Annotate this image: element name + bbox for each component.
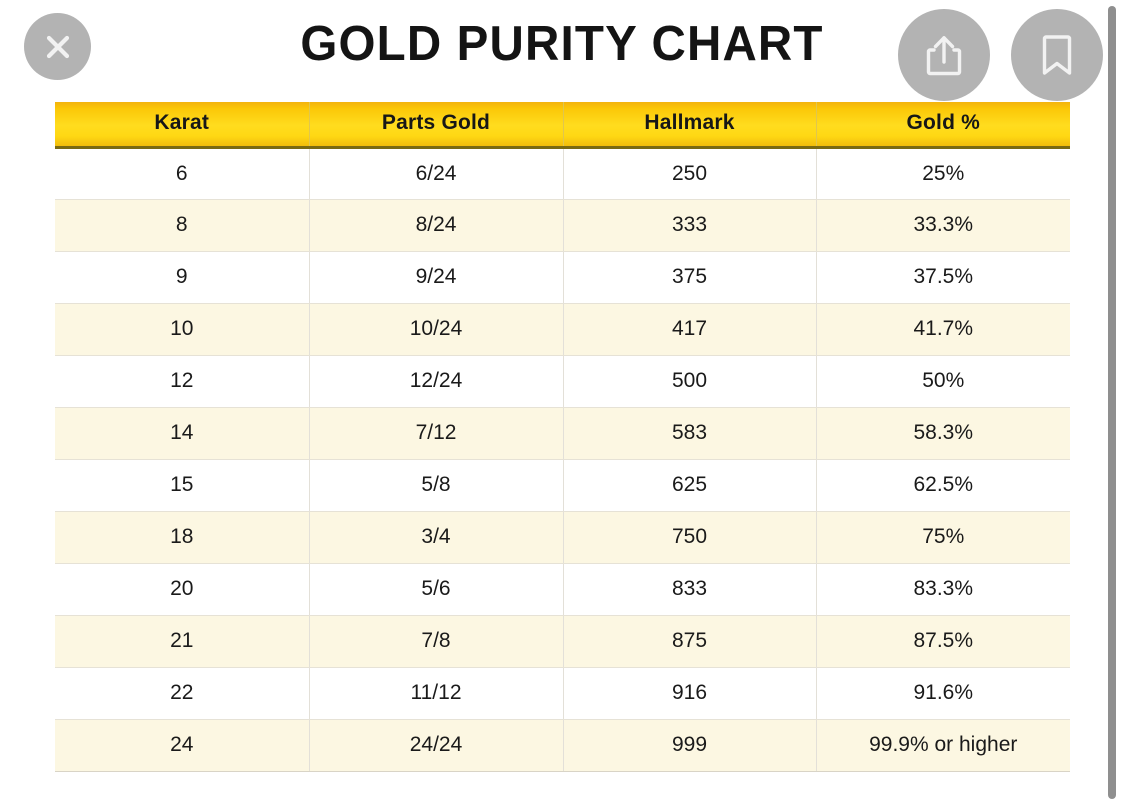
cell-hallmark: 625 [563,459,817,512]
cell-gold-pct: 58.3% [816,407,1070,460]
cell-hallmark: 875 [563,615,817,668]
column-header-gold-pct: Gold % [816,100,1070,149]
cell-karat: 20 [55,563,310,616]
table-row: 6 6/24 250 25% [55,147,1070,200]
table-row: 12 12/24 500 50% [55,355,1070,408]
table-header-row: Karat Parts Gold Hallmark Gold % [55,100,1070,149]
table-body: 6 6/24 250 25% 8 8/24 333 33.3% 9 9/24 3… [55,147,1070,772]
cell-hallmark: 250 [563,147,817,200]
header-bar: GOLD PURITY CHART [0,0,1124,102]
cell-gold-pct: 91.6% [816,667,1070,720]
cell-karat: 24 [55,719,310,772]
table-row: 24 24/24 999 99.9% or higher [55,719,1070,772]
cell-gold-pct: 62.5% [816,459,1070,512]
cell-karat: 9 [55,251,310,304]
table-row: 18 3/4 750 75% [55,511,1070,564]
bookmark-button[interactable] [1011,9,1103,101]
cell-karat: 6 [55,147,310,200]
cell-parts-gold: 12/24 [309,355,564,408]
cell-parts-gold: 10/24 [309,303,564,356]
table-row: 14 7/12 583 58.3% [55,407,1070,460]
cell-karat: 8 [55,199,310,252]
cell-parts-gold: 8/24 [309,199,564,252]
cell-gold-pct: 37.5% [816,251,1070,304]
page-title: GOLD PURITY CHART [300,17,824,71]
cell-gold-pct: 99.9% or higher [816,719,1070,772]
cell-gold-pct: 83.3% [816,563,1070,616]
cell-hallmark: 583 [563,407,817,460]
cell-hallmark: 999 [563,719,817,772]
cell-gold-pct: 75% [816,511,1070,564]
cell-gold-pct: 50% [816,355,1070,408]
table-row: 20 5/6 833 83.3% [55,563,1070,616]
cell-parts-gold: 24/24 [309,719,564,772]
cell-parts-gold: 7/12 [309,407,564,460]
close-button[interactable] [24,13,91,80]
cell-karat: 21 [55,615,310,668]
cell-hallmark: 916 [563,667,817,720]
table-header: Karat Parts Gold Hallmark Gold % [55,100,1070,149]
cell-hallmark: 417 [563,303,817,356]
cell-karat: 22 [55,667,310,720]
share-icon [922,31,966,79]
table-row: 8 8/24 333 33.3% [55,199,1070,252]
bookmark-icon [1037,31,1077,79]
table-row: 22 11/12 916 91.6% [55,667,1070,720]
cell-karat: 10 [55,303,310,356]
table-row: 10 10/24 417 41.7% [55,303,1070,356]
cell-parts-gold: 9/24 [309,251,564,304]
column-header-parts-gold: Parts Gold [309,100,564,149]
cell-karat: 15 [55,459,310,512]
cell-karat: 12 [55,355,310,408]
cell-parts-gold: 5/6 [309,563,564,616]
cell-hallmark: 333 [563,199,817,252]
share-button[interactable] [898,9,990,101]
column-header-karat: Karat [55,100,310,149]
cell-parts-gold: 11/12 [309,667,564,720]
gold-purity-table: Karat Parts Gold Hallmark Gold % 6 6/24 … [55,100,1070,772]
close-icon [41,30,75,64]
table-row: 9 9/24 375 37.5% [55,251,1070,304]
cell-hallmark: 500 [563,355,817,408]
cell-karat: 18 [55,511,310,564]
cell-parts-gold: 5/8 [309,459,564,512]
column-header-hallmark: Hallmark [563,100,817,149]
cell-gold-pct: 33.3% [816,199,1070,252]
cell-gold-pct: 25% [816,147,1070,200]
vertical-scrollbar-thumb[interactable] [1108,6,1116,799]
cell-parts-gold: 6/24 [309,147,564,200]
cell-hallmark: 375 [563,251,817,304]
cell-hallmark: 750 [563,511,817,564]
cell-karat: 14 [55,407,310,460]
cell-parts-gold: 7/8 [309,615,564,668]
cell-parts-gold: 3/4 [309,511,564,564]
cell-gold-pct: 41.7% [816,303,1070,356]
table-row: 15 5/8 625 62.5% [55,459,1070,512]
gold-purity-table-container: Karat Parts Gold Hallmark Gold % 6 6/24 … [55,100,1070,772]
table-row: 21 7/8 875 87.5% [55,615,1070,668]
cell-hallmark: 833 [563,563,817,616]
cell-gold-pct: 87.5% [816,615,1070,668]
